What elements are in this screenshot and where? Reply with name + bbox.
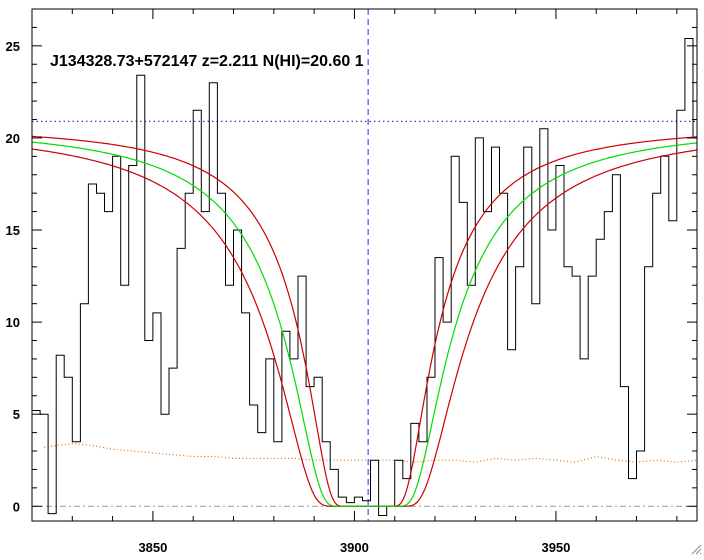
y-tick-label: 10: [6, 315, 20, 330]
y-tick-label: 5: [13, 407, 20, 422]
flux-spectrum-line: [32, 38, 697, 516]
y-tick-label: 0: [13, 499, 20, 514]
plot-frame: [31, 8, 698, 522]
resize-grip-icon[interactable]: [690, 542, 702, 555]
y-tick-label: 25: [6, 39, 20, 54]
x-tick-label: 3850: [138, 540, 167, 555]
best-fit-curve: [32, 141, 697, 507]
y-tick-label: 15: [6, 223, 20, 238]
y-tick-label: 20: [6, 131, 20, 146]
chart-title: J134328.73+572147 z=2.211 N(HI)=20.60 1: [50, 53, 364, 70]
x-tick-label: 3900: [340, 540, 369, 555]
x-tick-label: 3950: [541, 540, 570, 555]
